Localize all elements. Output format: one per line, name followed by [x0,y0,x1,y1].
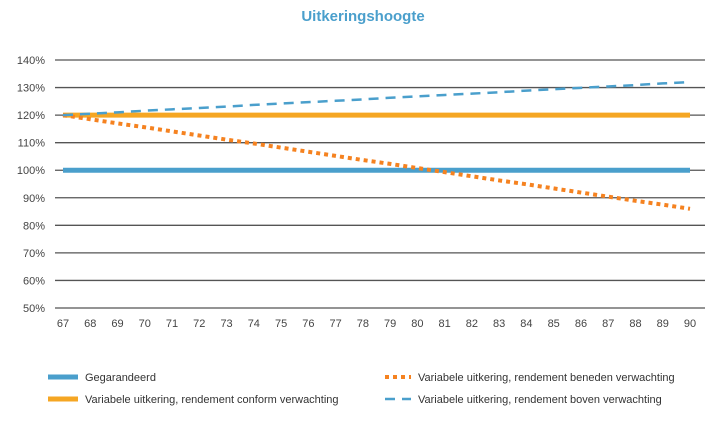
x-tick-label: 75 [275,318,287,330]
x-tick-label: 84 [520,318,532,330]
y-tick-label: 100% [17,165,45,177]
legend-item: Variabele uitkering, rendement conform v… [48,394,339,406]
x-tick-label: 67 [57,318,69,330]
x-tick-label: 79 [384,318,396,330]
y-tick-label: 120% [17,110,45,122]
legend-label: Variabele uitkering, rendement boven ver… [418,394,662,406]
x-tick-label: 71 [166,318,178,330]
x-tick-label: 72 [193,318,205,330]
y-tick-label: 80% [23,220,45,232]
y-tick-label: 110% [18,138,46,150]
legend-label: Variabele uitkering, rendement conform v… [85,394,339,406]
x-tick-label: 76 [302,318,314,330]
y-tick-label: 50% [23,303,45,315]
x-tick-label: 89 [657,318,669,330]
x-tick-label: 87 [602,318,614,330]
x-tick-label: 80 [411,318,423,330]
x-tick-label: 82 [466,318,478,330]
legend-item: Variabele uitkering, rendement beneden v… [385,372,675,384]
x-tick-label: 74 [248,318,260,330]
x-tick-label: 69 [111,318,123,330]
y-tick-label: 130% [17,83,45,95]
legend-item: Variabele uitkering, rendement boven ver… [385,394,662,406]
series-line-3 [62,113,691,211]
y-tick-label: 140% [17,55,45,67]
chart-title: Uitkeringshoogte [301,8,424,25]
x-tick-label: 73 [220,318,232,330]
x-tick-label: 81 [439,318,451,330]
x-tick-label: 88 [629,318,641,330]
x-tick-label: 85 [548,318,560,330]
y-tick-label: 90% [23,193,45,205]
y-tick-label: 70% [23,248,45,260]
series-line-4 [62,80,691,117]
x-tick-label: 68 [84,318,96,330]
x-tick-label: 77 [329,318,341,330]
x-tick-label: 78 [357,318,369,330]
x-tick-label: 70 [139,318,151,330]
y-tick-label: 60% [23,275,45,287]
x-tick-label: 83 [493,318,505,330]
x-tick-label: 90 [684,318,696,330]
legend-label: Variabele uitkering, rendement beneden v… [418,372,675,384]
legend-item: Gegarandeerd [48,372,156,384]
x-tick-label: 86 [575,318,587,330]
legend-label: Gegarandeerd [85,372,156,384]
